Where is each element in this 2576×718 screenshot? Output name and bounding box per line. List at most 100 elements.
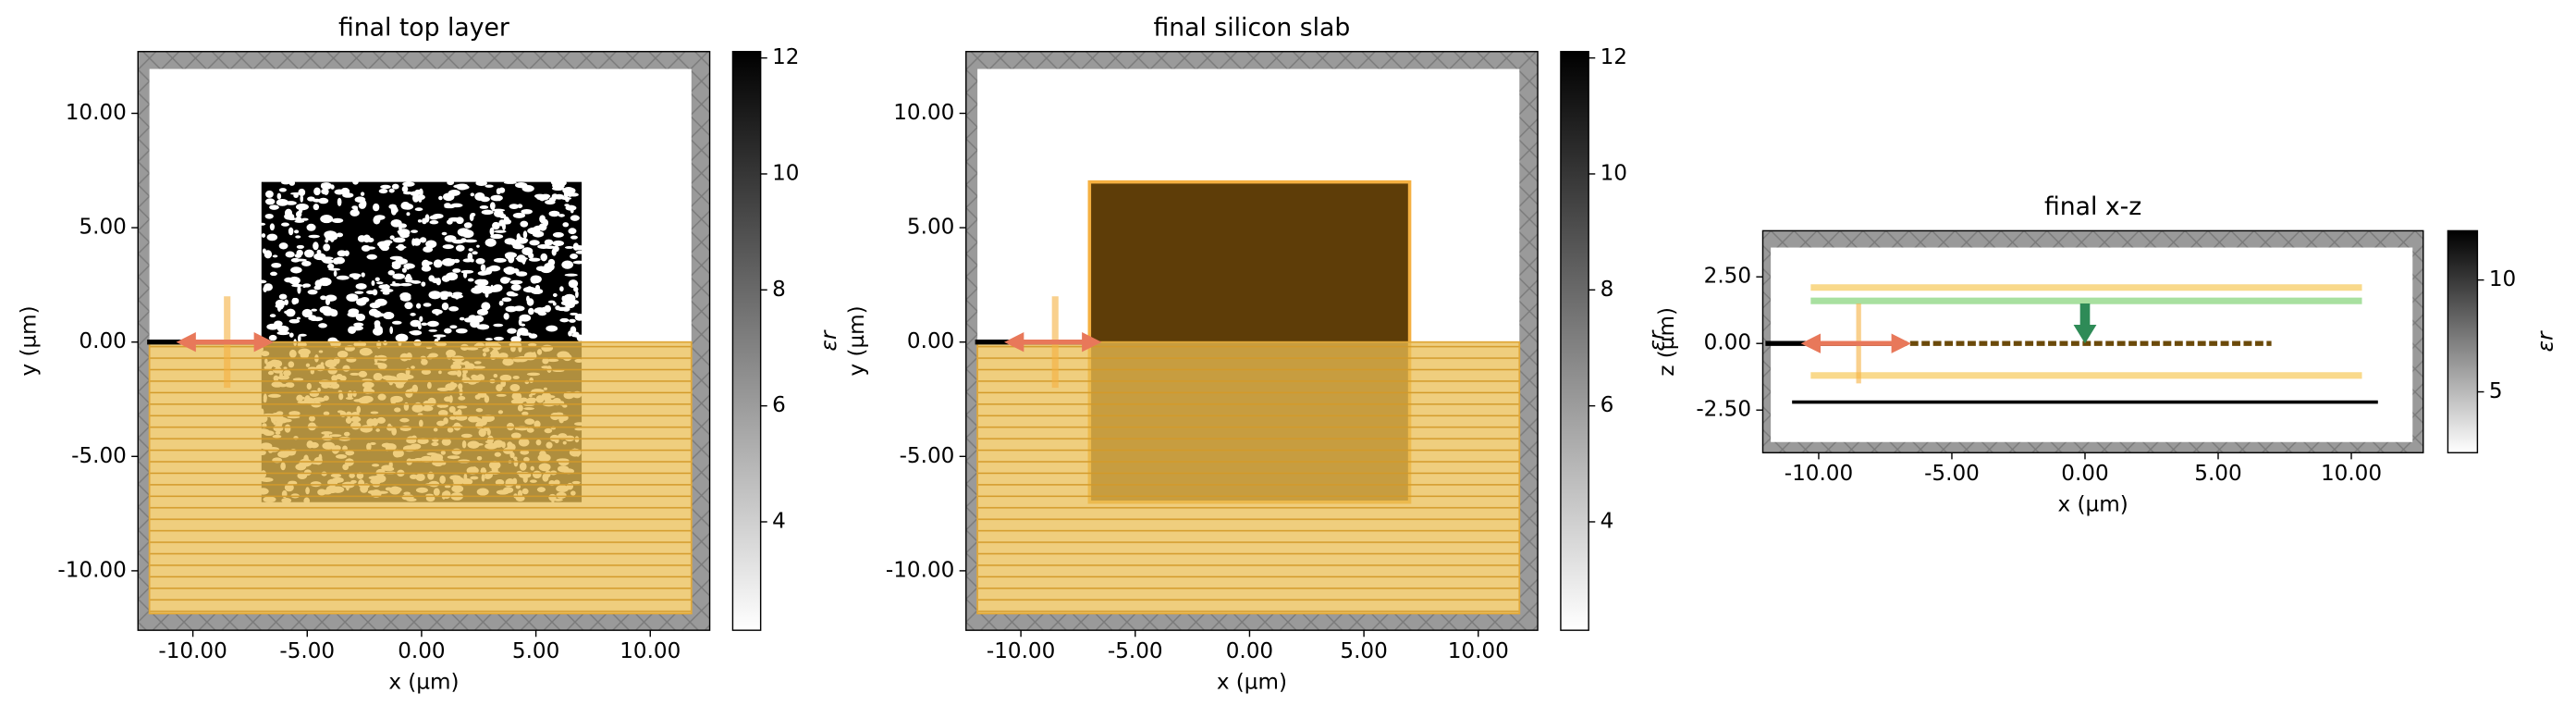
- design-pixel: [269, 314, 276, 318]
- design-pixel: [498, 300, 504, 306]
- design-pixel: [373, 313, 386, 317]
- design-pixel: [373, 203, 380, 212]
- design-pixel: [264, 198, 276, 205]
- design-pixel: [392, 273, 405, 279]
- design-pixel: [476, 308, 488, 316]
- design-pixel: [373, 328, 384, 336]
- design-pixel: [464, 239, 478, 243]
- design-pixel: [347, 311, 360, 317]
- design-pixel: [558, 214, 565, 217]
- design-pixel: [416, 303, 422, 309]
- design-pixel: [447, 180, 455, 186]
- design-pixel: [296, 316, 301, 320]
- design-pixel: [290, 266, 302, 274]
- y-tick-label: -10.00: [886, 558, 954, 582]
- design-pixel: [320, 215, 334, 224]
- design-pixel: [323, 243, 331, 252]
- design-pixel: [477, 324, 487, 329]
- design-pixel: [291, 283, 303, 288]
- design-pixel: [534, 307, 546, 315]
- colorbar-tick-label: 4: [772, 509, 786, 533]
- axes: [1761, 229, 2424, 453]
- design-pixel: [288, 180, 296, 186]
- design-pixel: [455, 296, 460, 300]
- design-pixel: [357, 235, 366, 242]
- design-pixel: [288, 217, 297, 221]
- design-pixel: [417, 219, 423, 223]
- design-pixel: [564, 273, 578, 277]
- design-pixel: [426, 320, 439, 328]
- design-pixel: [374, 215, 386, 220]
- design-pixel: [503, 180, 517, 184]
- y-tick-label: -5.00: [900, 444, 955, 468]
- design-pixel: [386, 312, 393, 317]
- design-pixel: [324, 230, 337, 240]
- design-pixel: [528, 307, 534, 316]
- design-pixel: [575, 250, 585, 254]
- design-pixel: [294, 254, 302, 258]
- design-pixel: [559, 317, 570, 323]
- design-pixel: [506, 291, 516, 297]
- design-pixel: [570, 215, 580, 221]
- colorbar-tick-label: 5: [2489, 379, 2503, 403]
- design-pixel: [276, 325, 289, 333]
- design-pixel: [387, 270, 395, 276]
- design-pixel: [318, 197, 329, 204]
- design-pixel: [320, 295, 326, 301]
- design-pixel: [404, 302, 413, 310]
- design-pixel: [503, 313, 509, 320]
- design-pixel: [271, 263, 282, 268]
- design-pixel: [278, 293, 288, 300]
- x-tick-label: 5.00: [2194, 462, 2241, 486]
- x-tick-label: -10.00: [158, 639, 227, 663]
- design-pixel: [468, 315, 478, 323]
- design-pixel: [329, 309, 338, 317]
- design-pixel: [337, 197, 342, 206]
- design-pixel: [389, 326, 394, 335]
- axes-frame: [965, 51, 1539, 631]
- design-pixel: [469, 213, 474, 221]
- design-pixel: [377, 241, 391, 248]
- design-pixel: [433, 334, 447, 338]
- chart-title: final top layer: [338, 13, 509, 42]
- design-pixel: [319, 305, 332, 314]
- design-pixel: [521, 247, 534, 255]
- design-pixel: [504, 252, 518, 258]
- design-pixel: [301, 260, 312, 266]
- colorbar-label: εr: [2534, 330, 2558, 352]
- design-pixel: [418, 324, 422, 330]
- design-pixel: [346, 293, 359, 302]
- design-pixel: [288, 227, 294, 236]
- design-pixel: [479, 205, 489, 209]
- design-pixel: [314, 279, 324, 288]
- design-pixel: [492, 284, 503, 291]
- design-pixel: [362, 200, 367, 208]
- design-pixel: [278, 188, 287, 192]
- colorbar-tick-label: 4: [1601, 509, 1614, 533]
- colorbar-tick-label: 12: [772, 45, 799, 69]
- design-pixel: [476, 244, 480, 248]
- design-pixel: [455, 244, 465, 252]
- design-pixel: [354, 196, 366, 204]
- design-pixel: [494, 229, 507, 233]
- design-pixel: [528, 257, 541, 262]
- design-pixel: [308, 316, 313, 320]
- design-pixel: [401, 267, 407, 273]
- design-pixel: [297, 285, 301, 294]
- design-pixel: [475, 258, 485, 265]
- design-pixel: [374, 320, 381, 328]
- design-pixel: [559, 286, 564, 292]
- colorbar-tick-label: 10: [2489, 267, 2516, 291]
- design-pixel: [294, 219, 305, 223]
- design-pixel: [544, 239, 554, 246]
- axes-frame: [1761, 229, 2424, 453]
- design-pixel: [496, 188, 501, 195]
- design-pixel: [276, 330, 290, 336]
- design-pixel: [431, 278, 441, 284]
- design-pixel: [536, 195, 549, 201]
- design-pixel: [502, 222, 507, 231]
- design-pixel: [412, 193, 420, 203]
- colorbar: [731, 51, 762, 631]
- design-pixel: [510, 336, 521, 343]
- design-pixel: [570, 312, 579, 316]
